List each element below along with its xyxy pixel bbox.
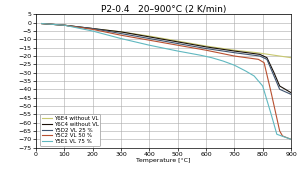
Y5E1 VL 75 % — [221, 60, 225, 62]
Y6C4 without VL — [278, 85, 281, 87]
Y6E4 without VL — [148, 35, 151, 37]
Y5E1 VL 75 % — [91, 30, 94, 32]
Y5E1 VL 75 % — [289, 138, 293, 140]
Y5C2 VL 50 % — [91, 28, 94, 30]
Y5E1 VL 75 % — [62, 24, 66, 26]
Y5E1 VL 75 % — [244, 70, 247, 72]
Y6C4 without VL — [204, 46, 208, 48]
Y5E1 VL 75 % — [232, 64, 236, 66]
Y6C4 without VL — [176, 41, 179, 43]
Y5D2 VL 25 % — [289, 93, 293, 95]
Y5D2 VL 25 % — [232, 52, 236, 54]
Y6E4 without VL — [204, 45, 208, 47]
Y5E1 VL 75 % — [275, 133, 279, 135]
Y5E1 VL 75 % — [261, 85, 265, 87]
Y6E4 without VL — [91, 28, 94, 30]
Y6C4 without VL — [272, 72, 276, 74]
Y5D2 VL 25 % — [258, 55, 262, 57]
Y5E1 VL 75 % — [148, 44, 151, 46]
Y5C2 VL 50 % — [40, 22, 44, 25]
Y5D2 VL 25 % — [272, 75, 276, 77]
Y5C2 VL 50 % — [281, 135, 284, 137]
Y6C4 without VL — [265, 57, 269, 59]
Line: Y5D2 VL 25 %: Y5D2 VL 25 % — [42, 24, 291, 94]
Y5C2 VL 50 % — [269, 92, 273, 94]
Y5D2 VL 25 % — [204, 48, 208, 50]
Line: Y5E1 VL 75 %: Y5E1 VL 75 % — [42, 24, 291, 139]
Y6E4 without VL — [119, 31, 123, 33]
Y5C2 VL 50 % — [256, 58, 260, 60]
Y6C4 without VL — [258, 53, 262, 55]
Y5D2 VL 25 % — [148, 37, 151, 40]
Y5E1 VL 75 % — [199, 54, 202, 56]
Y5C2 VL 50 % — [119, 34, 123, 36]
Y5E1 VL 75 % — [119, 37, 123, 40]
Y6C4 without VL — [62, 24, 66, 26]
Y5D2 VL 25 % — [91, 28, 94, 30]
Y6E4 without VL — [266, 53, 270, 55]
Y5C2 VL 50 % — [289, 138, 293, 140]
Y5E1 VL 75 % — [176, 50, 179, 52]
Y6E4 without VL — [176, 40, 179, 42]
X-axis label: Temperature [°C]: Temperature [°C] — [136, 158, 191, 163]
Y6E4 without VL — [278, 55, 281, 57]
Y6C4 without VL — [148, 36, 151, 38]
Y5C2 VL 50 % — [148, 39, 151, 41]
Y6E4 without VL — [40, 22, 44, 25]
Line: Y6E4 without VL: Y6E4 without VL — [42, 24, 291, 58]
Y5D2 VL 25 % — [278, 88, 281, 90]
Y5C2 VL 50 % — [176, 44, 179, 46]
Y5D2 VL 25 % — [62, 24, 66, 26]
Y5E1 VL 75 % — [269, 113, 273, 115]
Y5C2 VL 50 % — [204, 49, 208, 51]
Y5C2 VL 50 % — [232, 55, 236, 57]
Y5C2 VL 50 % — [62, 24, 66, 26]
Y5D2 VL 25 % — [119, 32, 123, 35]
Y5E1 VL 75 % — [40, 22, 44, 25]
Y5D2 VL 25 % — [265, 58, 269, 60]
Y6C4 without VL — [91, 28, 94, 30]
Y6E4 without VL — [255, 52, 259, 54]
Y5E1 VL 75 % — [210, 57, 214, 59]
Title: P2-0.4   20–900°C (2 K/min): P2-0.4 20–900°C (2 K/min) — [101, 5, 226, 14]
Y6C4 without VL — [40, 22, 44, 25]
Y6E4 without VL — [62, 24, 66, 26]
Y6C4 without VL — [119, 31, 123, 33]
Y5D2 VL 25 % — [176, 42, 179, 45]
Y5C2 VL 50 % — [262, 62, 266, 64]
Y6E4 without VL — [289, 57, 293, 59]
Y6C4 without VL — [289, 92, 293, 94]
Y5E1 VL 75 % — [252, 75, 256, 77]
Line: Y6C4 without VL: Y6C4 without VL — [42, 24, 291, 93]
Y6E4 without VL — [232, 49, 236, 51]
Legend: Y6E4 without VL, Y6C4 without VL, Y5D2 VL 25 %, Y5C2 VL 50 %, Y5E1 VL 75 %: Y6E4 without VL, Y6C4 without VL, Y5D2 V… — [40, 114, 100, 146]
Y6C4 without VL — [232, 50, 236, 52]
Line: Y5C2 VL 50 %: Y5C2 VL 50 % — [42, 24, 291, 139]
Y5D2 VL 25 % — [40, 22, 44, 25]
Y5C2 VL 50 % — [278, 130, 281, 132]
